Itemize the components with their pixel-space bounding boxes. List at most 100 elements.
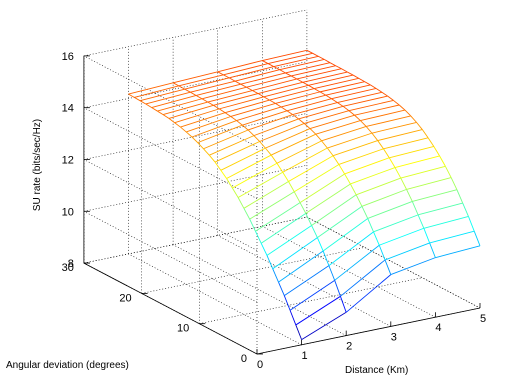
- surface-line: [242, 110, 288, 126]
- z-axis-label: SU rate (bits/sec/Hz): [32, 119, 43, 211]
- z-tick-label: 10: [62, 206, 74, 218]
- surface-line: [226, 154, 272, 179]
- surface-line: [289, 310, 297, 326]
- surface-line: [280, 106, 288, 112]
- x-axis-line: [256, 307, 481, 355]
- surface-line: [375, 88, 383, 93]
- surface-line: [322, 250, 330, 266]
- surface-line: [275, 91, 321, 104]
- surface-line: [322, 218, 368, 252]
- surface-line: [394, 155, 440, 168]
- y-tick-label: 20: [119, 292, 131, 304]
- z-tick-label: 12: [62, 155, 74, 167]
- surface-line: [314, 88, 321, 93]
- surface-line: [286, 110, 293, 115]
- x-tick-label: 3: [391, 331, 397, 343]
- surface-line: [279, 69, 286, 74]
- surface-line: [223, 74, 230, 79]
- surface-line: [257, 81, 303, 94]
- surface-line: [214, 161, 222, 171]
- surface-line: [255, 231, 262, 244]
- surface-line: [367, 218, 374, 233]
- surface-line: [265, 147, 272, 156]
- grid-line: [83, 165, 307, 212]
- surface-line: [219, 108, 226, 114]
- surface-line: [381, 91, 388, 97]
- grid-line: [217, 235, 391, 327]
- surface-line: [278, 250, 324, 283]
- surface-line: [411, 201, 419, 216]
- surface-line: [305, 213, 312, 226]
- surface-line: [294, 164, 340, 193]
- surface-line: [279, 58, 325, 71]
- surface-line: [207, 90, 253, 103]
- grid-line: [83, 159, 258, 251]
- surface-line: [433, 146, 440, 157]
- surface-line: [304, 110, 349, 124]
- surface-line: [180, 112, 226, 128]
- surface-line: [191, 136, 199, 143]
- surface-line: [361, 188, 407, 207]
- surface-line: [230, 102, 276, 117]
- surface-line: [361, 206, 369, 219]
- surface-line: [352, 74, 360, 79]
- surface-line: [242, 124, 249, 131]
- surface-line: [201, 86, 247, 100]
- surface-line: [290, 75, 298, 80]
- surface-line: [316, 237, 324, 252]
- surface-line: [184, 88, 191, 93]
- surface-line: [247, 129, 255, 136]
- surface-line: [340, 259, 386, 297]
- surface-line: [278, 281, 285, 296]
- surface-line: [246, 86, 253, 91]
- surface-line: [151, 107, 158, 112]
- grid-line: [306, 216, 481, 309]
- surface-line: [311, 225, 318, 238]
- surface-line: [272, 237, 318, 270]
- surface-line: [223, 63, 269, 76]
- surface-line: [213, 104, 220, 110]
- surface-line: [266, 255, 274, 269]
- surface-line: [249, 218, 256, 232]
- surface-line: [384, 242, 430, 261]
- surface-line: [252, 90, 259, 94]
- surface-line: [427, 137, 435, 147]
- surface-line: [337, 102, 344, 107]
- surface-line: [134, 85, 179, 98]
- surface-line: [388, 157, 396, 168]
- z-tick-label: 8: [68, 258, 74, 270]
- surface-line: [243, 208, 251, 220]
- surface-line: [134, 96, 141, 102]
- surface-line: [344, 173, 351, 185]
- surface-line: [234, 69, 280, 82]
- surface-line: [439, 155, 446, 167]
- surface-line: [282, 147, 328, 173]
- surface-line: [370, 84, 377, 89]
- surface-line: [224, 112, 232, 117]
- surface-line: [217, 71, 224, 76]
- surface-line: [371, 121, 417, 134]
- surface-line: [196, 83, 241, 96]
- grid-line: [83, 113, 307, 160]
- surface-line: [265, 128, 311, 149]
- surface-line: [262, 60, 269, 64]
- surface-line: [236, 120, 243, 126]
- x-axis-label: Distance (Km): [345, 365, 408, 376]
- surface-line: [209, 135, 255, 156]
- surface-line: [378, 245, 386, 261]
- y-axis-line: [83, 262, 258, 355]
- surface-line: [389, 146, 434, 159]
- surface-line: [151, 95, 197, 108]
- surface-line: [423, 216, 469, 229]
- surface-line: [229, 77, 236, 82]
- surface-line: [321, 140, 328, 149]
- grid-line: [83, 9, 307, 57]
- surface-line: [383, 148, 390, 159]
- surface-line: [311, 194, 357, 226]
- surface-line: [243, 181, 289, 209]
- surface-line: [325, 94, 332, 100]
- surface-line: [195, 95, 203, 100]
- surface-line: [435, 245, 481, 259]
- surface-line: [309, 114, 355, 130]
